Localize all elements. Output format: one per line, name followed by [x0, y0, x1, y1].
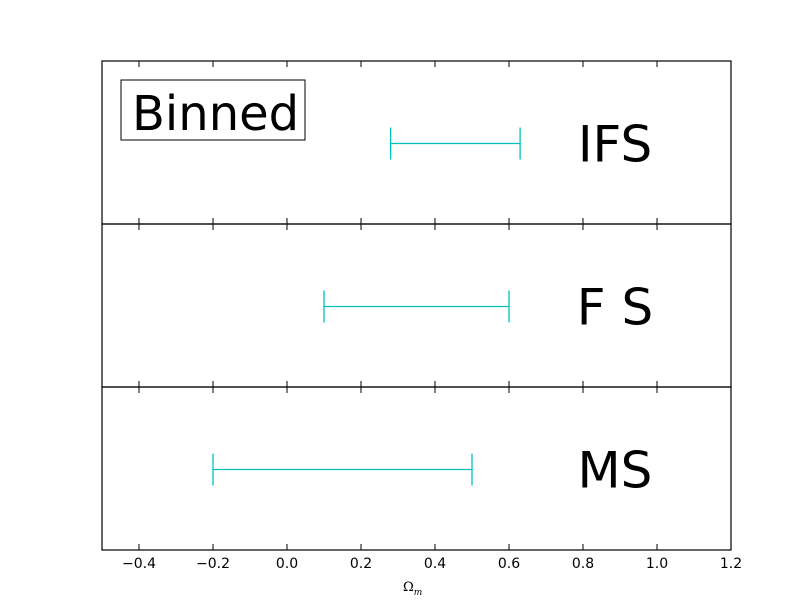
x-tick-label: 0.6	[498, 556, 520, 572]
x-tick-label: 1.2	[720, 556, 742, 572]
x-tick-label: 1.0	[646, 556, 668, 572]
errorbar-1	[389, 127, 521, 160]
x-tick: −0.4	[122, 61, 156, 572]
panel-frame-3	[101, 386, 732, 551]
x-tick-label: 0.8	[572, 556, 594, 572]
x-tick-label: 0.2	[350, 556, 372, 572]
x-tick: 0.0	[276, 61, 298, 572]
panels	[101, 60, 732, 551]
series-label: IFS	[578, 116, 652, 174]
legend-frame	[120, 79, 306, 141]
x-tick: 1.2	[720, 61, 742, 572]
errorbar-3	[212, 453, 473, 486]
errorbar-2	[323, 290, 510, 323]
x-tick-label: −0.4	[122, 556, 156, 572]
x-tick: 0.6	[498, 61, 520, 572]
error-bars: IFS F S MS	[212, 116, 653, 500]
series-label: F S	[577, 279, 653, 337]
x-tick-label: −0.2	[196, 556, 230, 572]
x-tick-label: 0.0	[276, 556, 298, 572]
x-tick: 0.2	[350, 61, 372, 572]
x-tick: 0.8	[572, 61, 594, 572]
x-axis-label: Ωm	[403, 580, 422, 598]
x-tick: 0.4	[424, 61, 446, 572]
legend-label: Binned	[132, 86, 299, 142]
x-tick: −0.2	[196, 61, 230, 572]
x-tick-label: 0.4	[424, 556, 446, 572]
x-axis-ticks: −0.4 −0.2 0.0 0.2 0.4 0.6 0.8 1.0 1.2	[122, 61, 742, 572]
legend-box: Binned	[120, 79, 306, 142]
x-tick: 1.0	[646, 61, 668, 572]
series-label: MS	[578, 442, 653, 500]
